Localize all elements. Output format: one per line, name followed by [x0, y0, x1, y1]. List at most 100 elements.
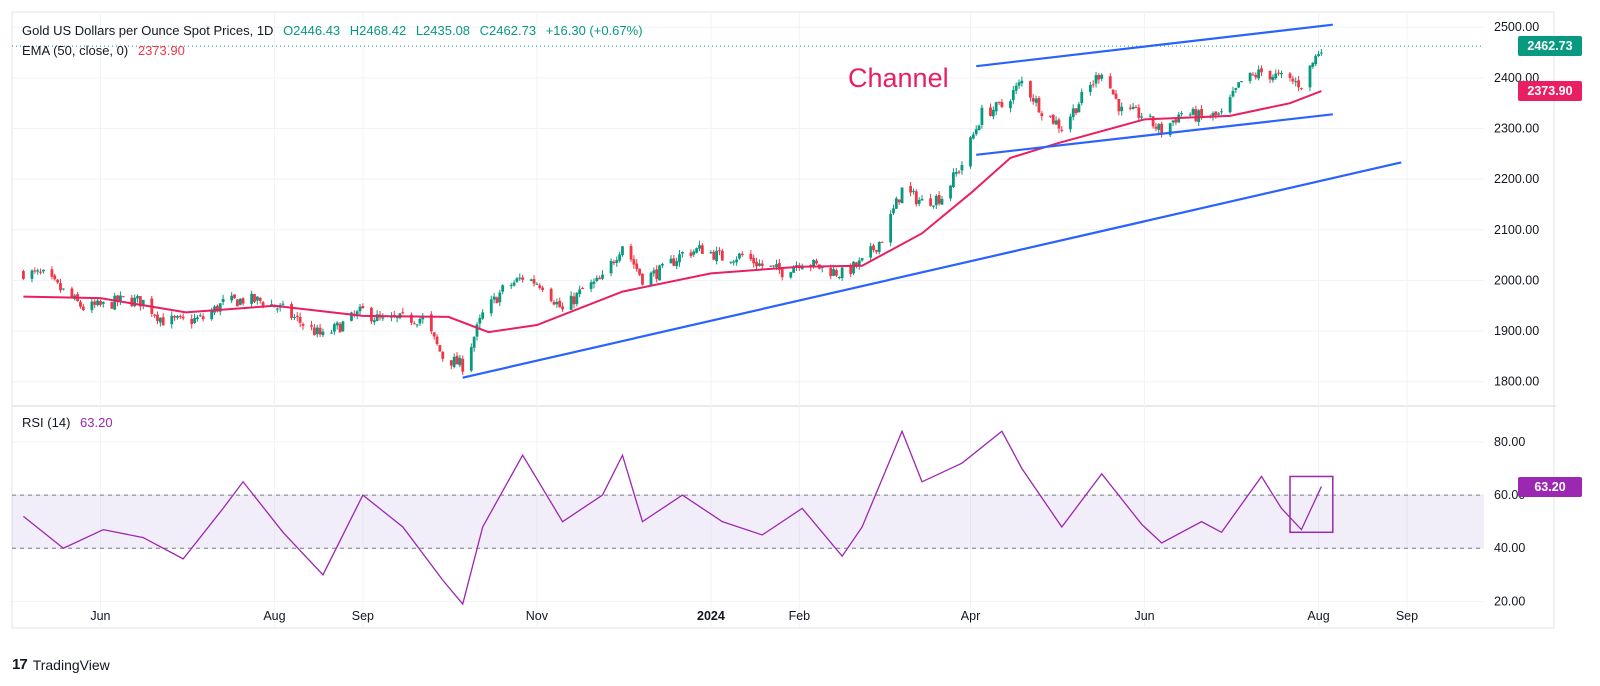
candle-up: [960, 165, 964, 171]
channel-lower-line: [976, 113, 1333, 156]
candle-up: [812, 259, 816, 267]
candle-up: [889, 214, 893, 243]
candle-down: [829, 267, 833, 277]
candle-down: [435, 336, 439, 344]
candle-down: [849, 266, 853, 274]
candle-up: [1077, 104, 1081, 113]
candle-up: [330, 332, 333, 334]
ema-polyline: [23, 90, 1322, 334]
candle-down: [632, 259, 636, 265]
candle-up: [1319, 52, 1323, 54]
time-tick-label: Jun: [90, 609, 110, 623]
candle-up: [1248, 72, 1252, 82]
candle-down: [50, 269, 54, 277]
candle-down: [777, 263, 781, 270]
candle-down: [318, 327, 322, 335]
candle-down: [22, 271, 25, 279]
time-tick-label: Apr: [961, 609, 980, 623]
candle-down: [638, 268, 641, 275]
candle-up: [341, 321, 345, 332]
candle-up: [509, 285, 513, 287]
candle-up: [458, 357, 462, 366]
candle-up: [932, 205, 935, 207]
candle-up: [469, 347, 473, 371]
candle-up: [529, 279, 533, 281]
candle-up: [1088, 84, 1092, 92]
candle-down: [1060, 129, 1064, 131]
candle-up: [1011, 90, 1015, 101]
candle-up: [661, 263, 664, 266]
candle-up: [692, 251, 696, 255]
candle-up: [669, 258, 673, 264]
candle-up: [1240, 81, 1243, 83]
candle-down: [312, 327, 316, 336]
price-tick-label: 2200.00: [1494, 172, 1539, 186]
candle-up: [857, 260, 861, 267]
candle-up: [1237, 82, 1241, 88]
candle-up: [472, 337, 476, 348]
candle-down: [718, 250, 721, 252]
candle-down: [181, 316, 185, 319]
candle-up: [869, 246, 873, 258]
candle-down: [495, 297, 499, 304]
candle-up: [991, 109, 995, 117]
footer[interactable]: 17 TradingView: [12, 656, 110, 673]
candle-up: [977, 125, 981, 131]
candle-up: [1068, 116, 1072, 130]
candle-up: [652, 270, 656, 274]
candle-down: [1074, 108, 1078, 114]
candle-down: [53, 275, 57, 280]
candle-up: [695, 248, 699, 253]
candle-down: [409, 314, 413, 323]
candle-down: [153, 314, 157, 316]
rsi-band-fill: [12, 495, 1484, 549]
candle-down: [1200, 108, 1203, 116]
chart-frame: [11, 11, 1555, 629]
candle-down: [598, 277, 602, 280]
rsi-tick-label: 60.00: [1494, 488, 1525, 502]
candle-up: [501, 285, 505, 292]
candle-down: [957, 171, 961, 173]
candle-up: [281, 303, 285, 305]
candle-down: [1154, 126, 1158, 129]
candle-down: [39, 271, 42, 273]
candle-up: [1211, 112, 1215, 118]
candle-up: [954, 172, 958, 174]
candle-down: [56, 279, 60, 283]
candle-down: [752, 257, 756, 264]
rsi-band: [12, 494, 1484, 549]
candle-up: [475, 324, 479, 337]
candle-up: [1100, 74, 1104, 79]
candle-down: [712, 251, 716, 260]
candle-up: [1311, 62, 1315, 67]
candle-down: [1277, 72, 1281, 74]
candle-down: [1251, 74, 1255, 76]
candle-up: [381, 317, 385, 319]
candle-up: [969, 137, 972, 167]
candle-up: [792, 266, 796, 273]
candle-up: [1228, 97, 1232, 113]
candle-up: [332, 324, 336, 332]
candle-up: [1020, 80, 1024, 84]
candle-up: [618, 254, 622, 261]
candle-down: [1117, 99, 1121, 112]
ema-line: [23, 90, 1322, 334]
rsi-label: RSI (14): [22, 415, 71, 430]
candle-up: [1308, 65, 1312, 88]
candle-down: [432, 332, 436, 337]
candle-down: [549, 288, 553, 302]
candle-up: [1148, 115, 1152, 117]
price-tick-label: 1800.00: [1494, 375, 1539, 389]
candle-up: [193, 317, 196, 324]
candle-down: [1174, 119, 1178, 123]
candle-down: [760, 263, 764, 267]
candle-up: [578, 289, 582, 295]
candle-down: [655, 269, 659, 280]
rsi-tick-label: 20.00: [1494, 594, 1525, 608]
time-axis: Jun Aug Sep Nov 2024 Feb Apr Jun Aug Sep: [90, 609, 1418, 623]
candle-down: [532, 279, 536, 284]
time-tick-label: Jun: [1134, 609, 1154, 623]
ema-label: EMA (50, close, 0): [22, 43, 129, 58]
candle-down: [1057, 119, 1061, 129]
